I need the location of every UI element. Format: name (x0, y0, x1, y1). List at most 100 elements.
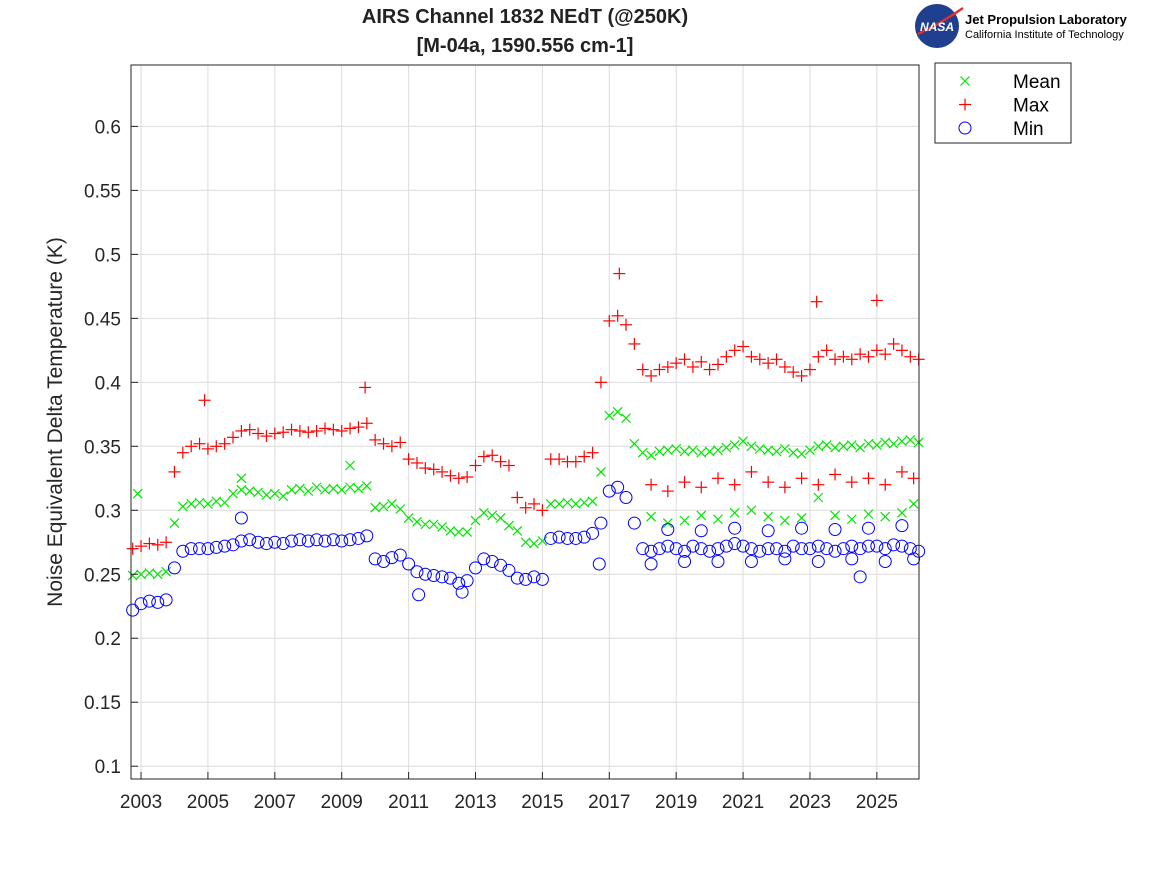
max-point (461, 471, 474, 484)
mean-point (838, 441, 849, 452)
min-point (820, 542, 834, 556)
y-tick-label: 0.45 (84, 309, 121, 330)
min-point (310, 533, 324, 547)
min-point (468, 561, 482, 575)
mean-point (713, 514, 723, 525)
y-tick-label: 0.5 (95, 245, 121, 266)
mean-point (846, 440, 857, 450)
min-point (226, 538, 240, 552)
min-point (878, 554, 892, 568)
max-point (907, 472, 920, 485)
mean-point (236, 473, 247, 484)
min-point (594, 516, 608, 530)
min-point (853, 570, 867, 584)
mean-point (203, 498, 213, 509)
min-point (193, 542, 207, 556)
mean-point (830, 510, 840, 521)
max-point (410, 456, 423, 469)
min-point (778, 544, 792, 558)
max-point (352, 421, 365, 434)
min-point (176, 544, 190, 558)
max-point (235, 424, 248, 437)
min-point (602, 484, 616, 498)
mean-point (905, 434, 916, 445)
min-point (527, 570, 541, 584)
min-point (259, 537, 273, 551)
min-point (385, 551, 399, 565)
max-point (243, 423, 256, 436)
chart-title-line2: [M-04a, 1590.556 cm-1] (417, 35, 634, 57)
y-tick-label: 0.2 (95, 629, 121, 650)
x-tick-label: 2019 (655, 792, 697, 813)
min-point (368, 552, 382, 566)
min-point (853, 542, 867, 556)
max-point (327, 423, 340, 436)
min-point (343, 533, 357, 547)
mean-point (805, 445, 815, 456)
max-point (829, 468, 842, 481)
max-point (845, 476, 858, 489)
max-point (502, 459, 515, 472)
mean-point (570, 498, 581, 509)
min-point (126, 603, 140, 617)
mean-point (470, 515, 481, 526)
max-point (812, 350, 825, 363)
mean-point (846, 514, 857, 525)
min-point (234, 534, 248, 548)
x-tick-label: 2009 (321, 792, 363, 813)
mean-legend-marker-icon (960, 76, 970, 86)
mean-point (478, 507, 489, 518)
mean-point (595, 466, 606, 477)
max-point (218, 437, 231, 450)
max-point (385, 440, 398, 453)
min-point (318, 534, 332, 548)
max-point (201, 442, 214, 455)
chart-title-line1: AIRS Channel 1832 NEdT (@250K) (362, 6, 688, 28)
min-point (360, 529, 374, 543)
min-point (728, 537, 742, 551)
min-point (753, 544, 767, 558)
mean-point (177, 501, 188, 512)
mean-point (169, 518, 180, 529)
mean-point (186, 498, 197, 509)
mean-point (771, 446, 782, 457)
min-point (460, 574, 474, 588)
y-tick-label: 0.15 (84, 693, 121, 714)
min-point (544, 531, 558, 545)
max-point (477, 450, 490, 463)
mean-point (871, 440, 882, 450)
max-point (661, 485, 674, 498)
min-point (644, 544, 658, 558)
min-point (744, 542, 758, 556)
min-point (887, 538, 901, 552)
mean-point (236, 484, 247, 495)
min-point (268, 535, 282, 549)
max-point (394, 436, 407, 449)
mean-point (897, 507, 907, 518)
mean-point (462, 527, 473, 537)
mean-point (554, 498, 565, 509)
mean-point (445, 525, 456, 536)
min-point (652, 542, 666, 556)
min-series (126, 480, 926, 617)
mean-point (880, 511, 891, 522)
mean-point (504, 520, 514, 531)
mean-point (345, 460, 355, 471)
min-point (535, 572, 549, 586)
mean-point (679, 515, 690, 526)
max-point (603, 314, 616, 327)
mean-point (487, 510, 498, 521)
mean-point (420, 519, 431, 530)
mean-point (269, 488, 280, 499)
max-point (810, 295, 823, 308)
max-point (252, 427, 265, 440)
max-point (770, 353, 783, 366)
max-point (578, 450, 591, 463)
min-point (694, 542, 708, 556)
mean-point (813, 492, 824, 503)
mean-point (353, 483, 364, 494)
mean-point (830, 442, 840, 453)
max-point (494, 455, 507, 468)
max-point (653, 363, 666, 376)
mean-point (796, 449, 807, 459)
